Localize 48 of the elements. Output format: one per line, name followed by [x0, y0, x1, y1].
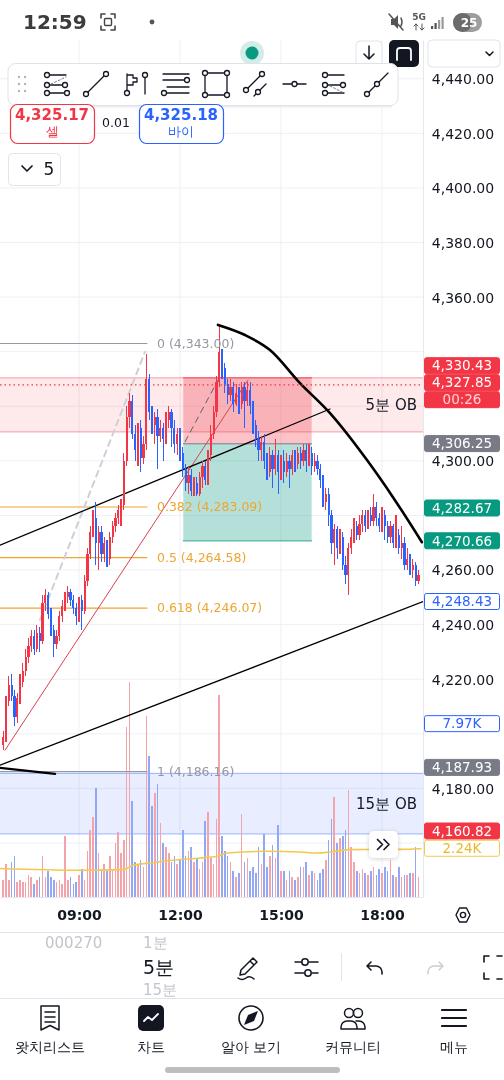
text: 메뉴 [440, 1038, 468, 1055]
text: 4,160.82 [431, 822, 493, 839]
annotation: 0.01 [102, 115, 130, 131]
y-tick-label: 4,360.00 [431, 289, 495, 306]
x-tick-label: 18:00 [360, 906, 406, 923]
text: 1분 [143, 934, 168, 953]
annotation: 4,325.18 [143, 106, 219, 125]
annotation: 4,325.17 [14, 106, 90, 125]
y-tick-label: 4,380.00 [431, 234, 495, 251]
annotation: 셀 [45, 124, 59, 140]
text: 4,248.43 [431, 593, 493, 610]
text: 4,306.25 [431, 435, 493, 452]
y2-tick-label: 2.24K [442, 840, 483, 856]
band-label: 15분 OB [356, 794, 417, 813]
text: 차트 [137, 1038, 165, 1055]
text: 000270 [45, 934, 103, 953]
y-tick-label: 4,420.00 [431, 125, 495, 142]
text: 알아 보기 [220, 1038, 282, 1055]
text: 4,187.93 [431, 759, 493, 776]
series-label: 0.5 (4,264.58) [156, 549, 247, 565]
annotation: 5 [43, 158, 55, 179]
text: 5분 [143, 955, 175, 978]
text: 커뮤니티 [325, 1038, 381, 1055]
y-tick-label: 4,180.00 [431, 780, 495, 797]
text: 15분 [143, 981, 178, 1000]
band-label: 5분 OB [365, 396, 417, 415]
ref-line-label: 4,327.85 [431, 374, 493, 391]
text: 4,282.67 [431, 499, 493, 516]
annotation: 바이 [168, 124, 194, 140]
x-tick-label: 09:00 [57, 906, 103, 923]
x-tick-label: 15:00 [259, 906, 305, 923]
y-tick-label: 4,220.00 [431, 671, 495, 688]
text: 왓치리스트 [15, 1038, 85, 1055]
text: 4,330.43 [431, 357, 493, 374]
text: 12:59 [23, 10, 87, 34]
y-tick-label: 4,440.00 [431, 71, 495, 88]
text: 00:26 [442, 391, 482, 408]
y-tick-label: 4,240.00 [431, 617, 495, 634]
y2-tick-label: 7.97K [442, 715, 483, 732]
y-tick-label: 4,400.00 [431, 180, 495, 197]
y-tick-label: 4,260.00 [431, 562, 495, 579]
text: 25 [460, 15, 478, 30]
y-tick-label: 4,300.00 [431, 453, 495, 470]
series-label: 0.382 (4,283.09) [156, 499, 263, 515]
text: 4,270.66 [431, 532, 493, 549]
x-tick-label: 12:00 [158, 906, 204, 923]
series-label: 0.618 (4,246.07) [156, 600, 263, 616]
text: 5G [412, 12, 426, 23]
